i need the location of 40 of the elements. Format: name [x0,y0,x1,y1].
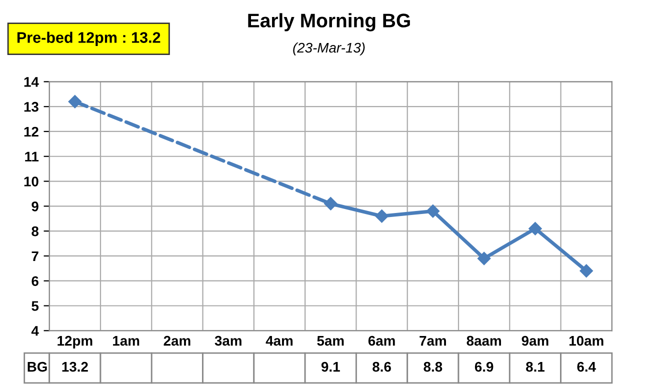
data-label: 8.1 [526,362,544,372]
y-tick-label: 10 [24,176,38,186]
data-label: 6.9 [474,362,494,372]
data-label: 13.2 [62,362,88,372]
x-tick-label: 10am [569,336,604,346]
x-tick-label: 7am [420,336,446,346]
x-tick-label: 9am [522,336,548,346]
x-tick-label: 1am [113,336,140,346]
point [375,210,388,223]
x-tick-label: 6am [368,336,395,346]
point [528,222,542,236]
y-tick-label: 5 [32,301,39,311]
point [477,252,491,266]
y-tick-label: 7 [32,251,38,261]
y-tick-label: 12 [24,126,38,137]
x-tick-label: 8aam [466,336,501,346]
x-tick-label: 3am [214,336,242,346]
point [580,264,593,278]
chart-title: Early Morning BG [248,13,410,32]
x-tick-label: 4am [266,336,293,346]
y-tick-label: 8 [32,226,39,236]
data-label: 8.6 [372,362,391,372]
x-tick-label: 2am [164,336,190,346]
y-tick-label: 11 [25,152,39,162]
text: BG [28,362,47,372]
y-tick-label: 4 [31,326,39,336]
data-label: 8.8 [424,362,442,372]
x-tick-label: 12pm [58,336,92,348]
y-tick-label: 9 [32,202,38,212]
data-label: 9.1 [321,362,340,372]
text: Pre-bed 12pm : 13.2 [17,32,160,46]
y-tick-label: 6 [32,276,38,286]
chart-subtitle: (23-Mar-13) [293,42,365,56]
point [324,197,338,210]
x-tick-label: 5am [317,336,344,346]
data-label: 6.4 [577,362,596,372]
y-tick-label: 13 [24,102,38,112]
point [426,204,440,218]
point [68,95,82,108]
y-tick-label: 14 [24,77,39,87]
